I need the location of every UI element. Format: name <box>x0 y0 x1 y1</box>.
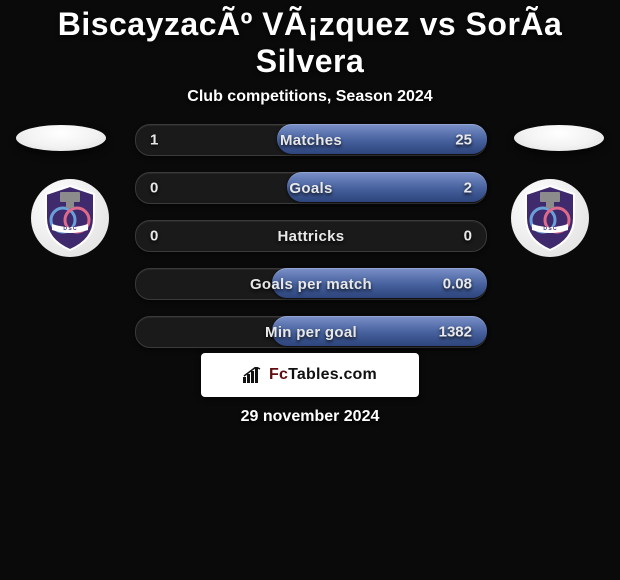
stat-value-left: 0 <box>150 180 158 197</box>
comparison-card: BiscayzacÃº VÃ¡zquez vs SorÃ­a Silvera C… <box>0 0 620 580</box>
stat-row: Min per goal1382 <box>135 316 487 348</box>
page-subtitle: Club competitions, Season 2024 <box>0 88 620 106</box>
stat-value-right: 0.08 <box>443 276 472 293</box>
stat-value-right: 1382 <box>439 324 472 341</box>
svg-text:D S C: D S C <box>543 226 557 232</box>
stat-value-right: 25 <box>455 132 472 149</box>
club-badge-left: D S C <box>30 178 110 258</box>
stat-row: Hattricks 0 0 <box>135 220 487 252</box>
brand-box[interactable]: FcTables.com <box>201 353 419 397</box>
chart-icon <box>243 367 263 383</box>
date-text: 29 november 2024 <box>0 408 620 426</box>
player-disc-right <box>514 125 604 151</box>
brand-text: FcTables.com <box>269 366 377 384</box>
stat-rows: Matches125Goals02Hattricks00Goals per ma… <box>135 124 485 364</box>
stat-row: Matches125 <box>135 124 487 156</box>
brand-suffix: Tables.com <box>288 366 377 383</box>
stat-value-right: 2 <box>464 180 472 197</box>
stat-row: Goals per match0.08 <box>135 268 487 300</box>
brand-prefix: Fc <box>269 366 288 383</box>
stat-value-right: 0 <box>464 228 472 245</box>
stat-value-left: 0 <box>150 228 158 245</box>
player-disc-left <box>16 125 106 151</box>
club-badge-right: D S C <box>510 178 590 258</box>
page-title: BiscayzacÃº VÃ¡zquez vs SorÃ­a Silvera <box>0 0 620 80</box>
stat-label: Hattricks <box>278 228 345 245</box>
stat-highlight <box>287 172 487 202</box>
svg-text:D S C: D S C <box>63 226 77 232</box>
stat-value-left: 1 <box>150 132 158 149</box>
stat-row: Goals02 <box>135 172 487 204</box>
